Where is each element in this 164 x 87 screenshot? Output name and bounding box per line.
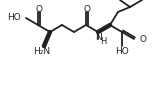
Text: O: O bbox=[139, 35, 146, 44]
Text: O: O bbox=[83, 5, 91, 13]
Text: H: H bbox=[100, 37, 107, 46]
Text: HO: HO bbox=[115, 46, 129, 56]
Text: O: O bbox=[35, 5, 42, 13]
Text: H₂N: H₂N bbox=[33, 46, 51, 56]
Text: N: N bbox=[96, 33, 102, 41]
Text: HO: HO bbox=[7, 13, 21, 23]
